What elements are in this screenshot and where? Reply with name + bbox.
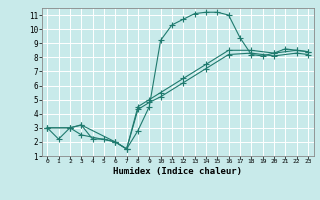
X-axis label: Humidex (Indice chaleur): Humidex (Indice chaleur) [113, 167, 242, 176]
